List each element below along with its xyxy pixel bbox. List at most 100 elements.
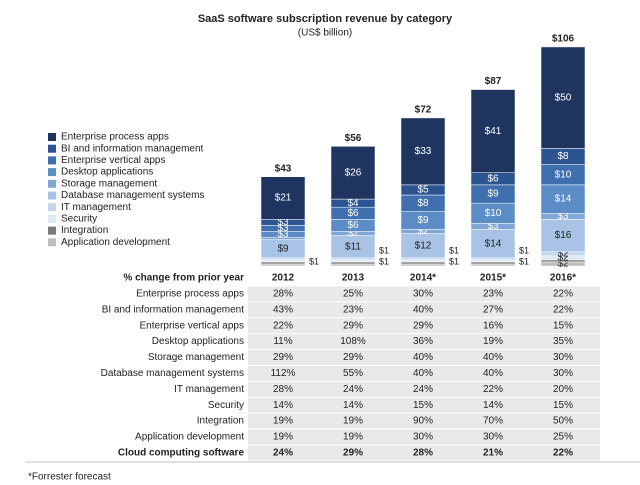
value-label: $2 — [347, 228, 359, 239]
table-cell: 30% — [553, 352, 573, 363]
table-header: 2012 — [272, 273, 295, 284]
table-cell: 19% — [273, 416, 293, 427]
value-label: $6 — [347, 220, 359, 231]
row-label: BI and information management — [102, 304, 245, 315]
value-label: $1 — [449, 245, 459, 255]
table-cell: 19% — [273, 432, 293, 443]
value-label: $9 — [277, 243, 289, 254]
legend-label: Security — [61, 214, 97, 225]
value-label: $9 — [417, 215, 429, 226]
table-cell: 19% — [483, 336, 503, 347]
row-band — [248, 334, 600, 350]
value-label: $26 — [345, 167, 362, 178]
total-label: $87 — [485, 76, 502, 87]
legend-swatch — [48, 203, 56, 212]
bar-segment — [260, 263, 306, 267]
value-label: $5 — [417, 185, 429, 196]
table-cell: 29% — [343, 448, 363, 459]
bar-segment — [260, 259, 306, 263]
row-band — [248, 365, 600, 381]
table-header: % change from prior year — [123, 273, 244, 284]
table-cell: 40% — [413, 352, 433, 363]
row-label: Security — [208, 400, 244, 411]
bar-segment — [330, 263, 376, 267]
value-label: $3 — [487, 221, 499, 232]
table-cell: 22% — [273, 320, 293, 331]
table-cell: 27% — [483, 304, 503, 315]
row-label: Integration — [197, 416, 244, 427]
value-label: $50 — [555, 92, 572, 103]
row-band — [248, 286, 600, 302]
row-label: Enterprise vertical apps — [140, 320, 245, 331]
row-band — [248, 302, 600, 318]
table-cell: 40% — [413, 304, 433, 315]
bar-segment — [400, 257, 446, 261]
bar-segment — [400, 233, 446, 259]
table-cell: 19% — [343, 432, 363, 443]
row-band — [248, 318, 600, 334]
table-cell: 40% — [483, 352, 503, 363]
table-cell: 14% — [483, 400, 503, 411]
bar-segment — [400, 259, 446, 263]
table-header: 2013 — [342, 273, 365, 284]
bar-segment — [470, 229, 516, 259]
bar-segment — [400, 261, 446, 265]
table-cell: 28% — [413, 448, 433, 459]
row-band — [248, 445, 600, 461]
table-cell: 30% — [413, 432, 433, 443]
table-cell: 14% — [273, 400, 293, 411]
legend-swatch — [48, 168, 56, 177]
legend-swatch — [48, 226, 56, 235]
value-label: $3 — [277, 229, 289, 240]
bar-segment — [260, 176, 306, 220]
table-cell: 16% — [483, 320, 503, 331]
table-cell: 22% — [553, 289, 573, 300]
table-cell: 30% — [483, 432, 503, 443]
row-label: Database management systems — [101, 368, 244, 379]
value-label: $10 — [485, 208, 502, 219]
value-label: $1 — [379, 256, 389, 266]
table-cell: 35% — [553, 336, 573, 347]
bar-segment — [260, 261, 306, 265]
legend-label: Application development — [61, 237, 170, 248]
value-label: $12 — [415, 240, 432, 251]
legend-label: IT management — [61, 202, 131, 213]
legend-label: Database management systems — [61, 190, 204, 201]
legend-swatch — [48, 214, 56, 223]
table-cell: 15% — [553, 400, 573, 411]
table-cell: 24% — [273, 448, 293, 459]
total-label: $43 — [275, 163, 292, 174]
value-label: $21 — [275, 193, 292, 204]
table-cell: 19% — [343, 416, 363, 427]
value-label: $1 — [309, 256, 319, 266]
table-cell: 23% — [483, 289, 503, 300]
table-cell: 14% — [343, 400, 363, 411]
table-cell: 15% — [553, 320, 573, 331]
bar-segment — [470, 257, 516, 261]
legend-swatch — [48, 238, 56, 247]
value-label: $16 — [555, 230, 572, 241]
row-band — [248, 429, 600, 445]
table-cell: 30% — [553, 368, 573, 379]
bar-segment — [330, 257, 376, 261]
value-label: $2 — [557, 248, 569, 259]
row-label: Application development — [135, 432, 244, 443]
bar-segment — [400, 117, 446, 186]
table-header: 2016* — [550, 273, 576, 284]
legend-label: Enterprise process apps — [61, 132, 169, 143]
chart-title: SaaS software subscription revenue by ca… — [198, 13, 453, 25]
legend-swatch — [48, 133, 56, 141]
table-cell: 29% — [343, 320, 363, 331]
bar-segment — [470, 259, 516, 263]
value-label: $9 — [487, 189, 499, 200]
legend-swatch — [48, 179, 56, 188]
value-label: $6 — [487, 173, 499, 184]
value-label: $14 — [555, 194, 572, 205]
row-label: Desktop applications — [152, 336, 244, 347]
table-cell: 15% — [413, 400, 433, 411]
value-label: $3 — [277, 217, 289, 228]
value-label: $1 — [519, 245, 529, 255]
legend-swatch — [48, 191, 56, 200]
table-cell: 108% — [340, 336, 366, 347]
